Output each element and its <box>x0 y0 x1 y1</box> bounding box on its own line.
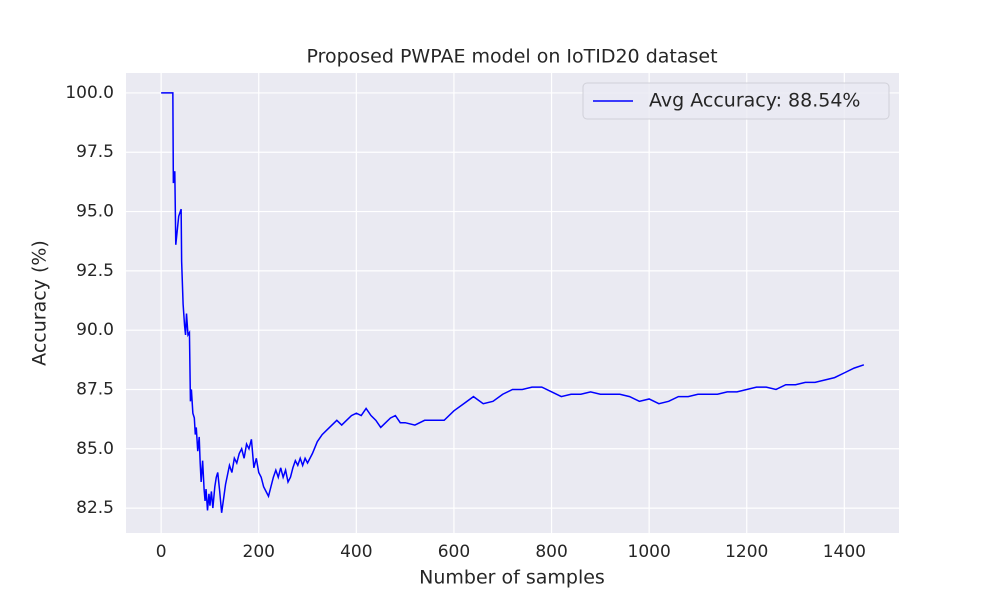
x-tick-label: 0 <box>156 542 167 562</box>
x-tick-label: 1200 <box>725 542 768 562</box>
y-tick-label: 100.0 <box>65 83 114 103</box>
x-tick-label: 600 <box>438 542 470 562</box>
x-axis-label: Number of samples <box>419 567 605 589</box>
x-tick-label: 1000 <box>628 542 671 562</box>
y-tick-label: 85.0 <box>76 439 114 459</box>
x-tick-label: 1400 <box>823 542 866 562</box>
y-tick-label: 82.5 <box>76 498 114 518</box>
y-tick-label: 92.5 <box>76 261 114 281</box>
legend-box <box>582 82 890 120</box>
legend-label: Avg Accuracy: 88.54% <box>649 90 860 112</box>
data-line <box>161 92 865 513</box>
y-tick-label: 90.0 <box>76 320 114 340</box>
chart-title: Proposed PWPAE model on IoTID20 dataset <box>306 46 717 68</box>
y-tick-label: 95.0 <box>76 202 114 222</box>
x-tick-label: 200 <box>243 542 275 562</box>
y-axis-label: Accuracy (%) <box>29 240 51 366</box>
x-tick-label: 400 <box>340 542 372 562</box>
y-tick-label: 97.5 <box>76 142 114 162</box>
y-tick-label: 87.5 <box>76 379 114 399</box>
x-tick-label: 800 <box>535 542 567 562</box>
plot-area <box>126 73 899 533</box>
